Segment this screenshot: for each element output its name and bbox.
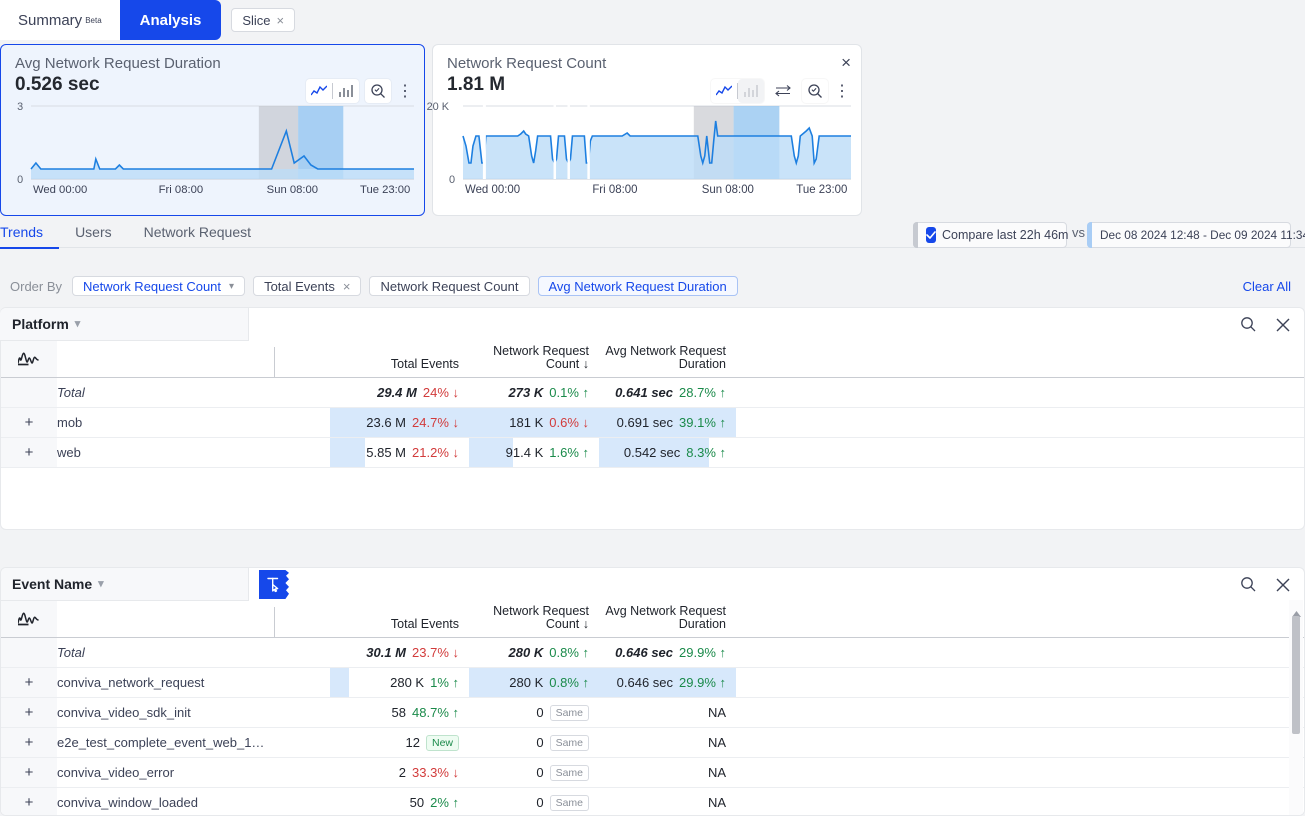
svg-text:Tue 23:00: Tue 23:00 bbox=[796, 184, 847, 196]
svg-text:3: 3 bbox=[17, 101, 23, 113]
svg-text:Fri 08:00: Fri 08:00 bbox=[159, 184, 203, 196]
svg-text:0: 0 bbox=[449, 174, 455, 186]
svg-text:Fri 08:00: Fri 08:00 bbox=[592, 184, 637, 196]
svg-text:20 K: 20 K bbox=[427, 101, 450, 113]
svg-text:Sun 08:00: Sun 08:00 bbox=[267, 184, 318, 196]
svg-text:Wed 00:00: Wed 00:00 bbox=[465, 184, 520, 196]
svg-text:Wed 00:00: Wed 00:00 bbox=[33, 184, 87, 196]
svg-text:0: 0 bbox=[17, 174, 23, 186]
svg-text:Sun 08:00: Sun 08:00 bbox=[702, 184, 754, 196]
svg-text:Tue 23:00: Tue 23:00 bbox=[360, 184, 410, 196]
